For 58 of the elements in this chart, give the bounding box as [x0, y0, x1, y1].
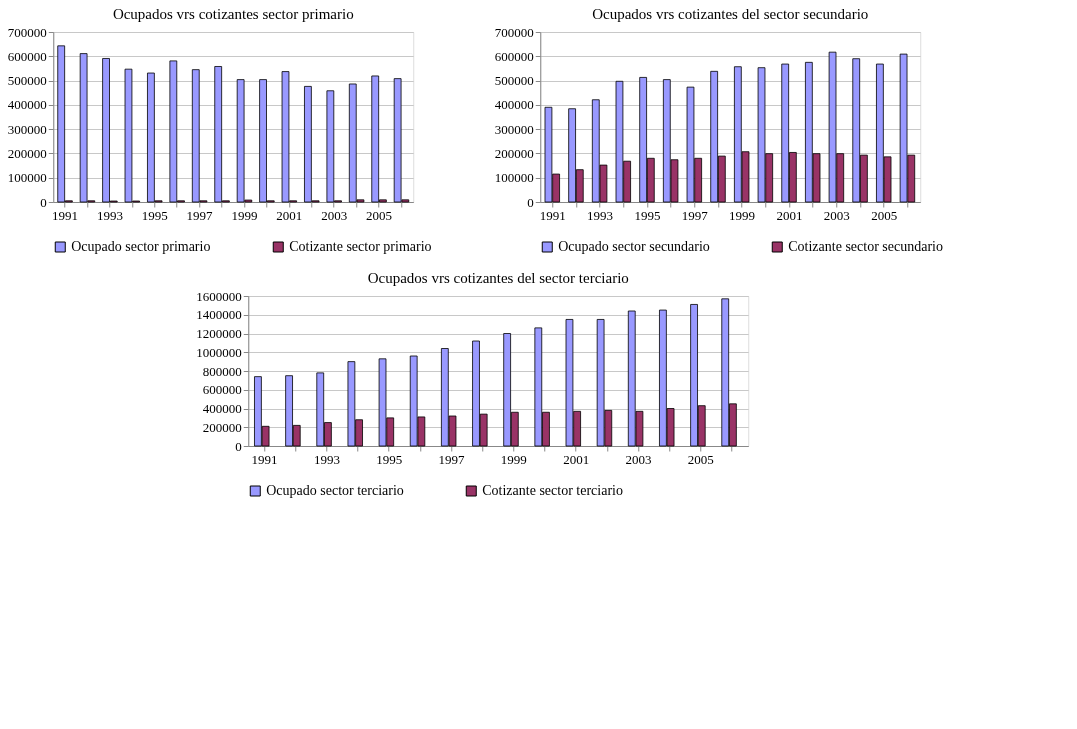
y-tick-label: 400000	[494, 97, 534, 113]
y-tick-label: 1600000	[196, 288, 242, 304]
x-tick-label: 1995	[376, 451, 403, 467]
y-tick-label: 1000000	[196, 344, 242, 360]
x-tick-label: 1993	[96, 207, 123, 223]
legend-label: Ocupado sector terciario	[266, 483, 404, 498]
legend-label: Cotizante sector secundario	[788, 239, 943, 254]
y-tick-label: 200000	[494, 145, 534, 161]
y-tick-label: 600000	[7, 48, 47, 64]
y-tick-label: 300000	[494, 121, 534, 137]
x-tick-label: 1995	[141, 207, 168, 223]
x-tick-label: 1993	[587, 207, 614, 223]
y-tick-label: 400000	[202, 401, 242, 416]
y-tick-label: 0	[527, 194, 534, 210]
y-tick-label: 800000	[202, 363, 242, 379]
x-tick-label: 2003	[823, 207, 850, 223]
y-tick-label: 400000	[7, 97, 47, 113]
x-tick-label: 1991	[52, 207, 79, 223]
x-tick-label: 1997	[438, 451, 466, 467]
x-tick-label: 1991	[251, 451, 278, 467]
chart-title: Ocupados vrs cotizantes del sector secundario	[592, 6, 869, 22]
y-tick-label: 700000	[494, 24, 534, 40]
x-tick-label: 2003	[625, 451, 652, 467]
x-tick-label: 2005	[687, 451, 714, 467]
x-tick-label: 2005	[366, 207, 393, 223]
y-tick-label: 0	[40, 194, 47, 210]
x-tick-label: 1995	[634, 207, 661, 223]
legend-label: Cotizante sector terciario	[482, 483, 623, 498]
x-tick-label: 1991	[539, 207, 566, 223]
legend-label: Ocupado sector primario	[71, 239, 211, 254]
legend-label: Ocupado sector secundario	[558, 239, 710, 254]
y-tick-label: 200000	[202, 419, 242, 435]
x-tick-label: 1997	[681, 207, 709, 223]
x-tick-label: 1999	[231, 207, 258, 223]
x-tick-label: 1999	[500, 451, 527, 467]
legend-label: Cotizante sector primario	[289, 239, 432, 254]
x-tick-label: 1999	[729, 207, 756, 223]
x-tick-label: 1997	[186, 207, 214, 223]
y-tick-label: 600000	[494, 48, 534, 64]
chart-title: Ocupados vrs cotizantes sector primario	[112, 6, 354, 22]
y-tick-label: 500000	[494, 73, 534, 89]
y-tick-label: 700000	[7, 24, 47, 40]
y-tick-label: 1400000	[196, 307, 242, 323]
y-tick-label: 300000	[7, 121, 47, 137]
y-tick-label: 200000	[7, 145, 47, 161]
x-tick-label: 2005	[871, 207, 898, 223]
y-tick-label: 0	[235, 438, 242, 454]
x-tick-label: 2001	[563, 451, 590, 467]
y-tick-label: 600000	[202, 382, 242, 398]
x-tick-label: 2003	[321, 207, 348, 223]
x-tick-label: 2001	[276, 207, 303, 223]
chart-title: Ocupados vrs cotizantes del sector terciario	[367, 270, 629, 286]
y-tick-label: 500000	[7, 73, 47, 89]
x-tick-label: 1993	[313, 451, 340, 467]
y-tick-label: 100000	[494, 170, 534, 186]
x-tick-label: 2001	[776, 207, 803, 223]
y-tick-label: 100000	[7, 170, 47, 186]
y-tick-label: 1200000	[196, 326, 242, 341]
